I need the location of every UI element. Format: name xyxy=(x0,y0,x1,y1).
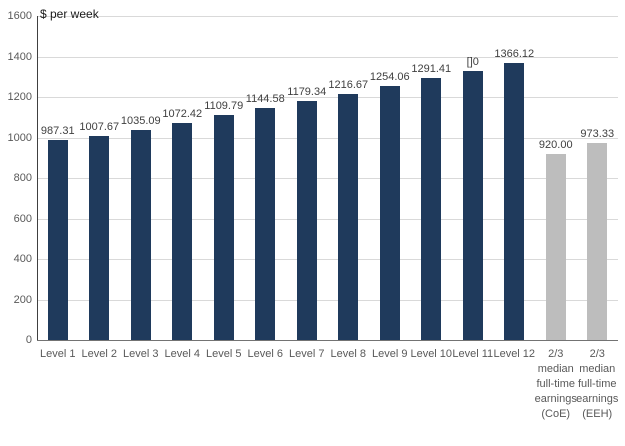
x-axis-label-line: (CoE) xyxy=(541,408,571,420)
bar-value-label: 920.00 xyxy=(538,138,573,151)
bar xyxy=(379,86,400,340)
x-axis-label: Level 12 xyxy=(478,347,550,362)
bar xyxy=(89,135,110,340)
y-axis-tick-label: 1000 xyxy=(7,131,32,144)
bar-value-label: 973.33 xyxy=(580,127,615,140)
x-axis-label-line: Level 10 xyxy=(410,348,453,360)
bar-value-label: []0 xyxy=(466,55,479,68)
gridline xyxy=(37,56,618,58)
x-axis-label-line: (EEH) xyxy=(582,408,613,420)
x-axis-label-line: median xyxy=(579,363,616,375)
bar xyxy=(47,140,68,340)
x-axis-label-line: Level 2 xyxy=(81,348,117,360)
x-axis-label: 2/3 median full-time earnings (CoE) xyxy=(520,347,592,422)
bar xyxy=(504,63,525,340)
bar-value-label: 1366.12 xyxy=(494,48,535,61)
y-axis-tick-label: 200 xyxy=(13,293,32,306)
gridline xyxy=(37,259,618,260)
bar xyxy=(213,115,234,340)
x-axis-label-line: Level 8 xyxy=(330,348,366,360)
x-axis-label-line: 2/3 xyxy=(548,348,564,360)
x-axis-line xyxy=(37,340,618,341)
x-axis-label-line: full-time xyxy=(536,378,575,390)
bar xyxy=(296,101,317,340)
x-axis-label-line: Level 7 xyxy=(289,348,325,360)
x-axis-label: Level 8 xyxy=(312,347,384,362)
x-axis-label: Level 9 xyxy=(354,347,426,362)
x-axis-label: Level 11 xyxy=(437,347,509,362)
x-axis-label-line: 2/3 xyxy=(589,348,605,360)
gridline xyxy=(37,299,618,301)
y-axis-tick-label: 600 xyxy=(13,212,32,225)
y-axis-tick-label: 1600 xyxy=(7,10,32,22)
bar-value-label: 987.31 xyxy=(40,125,75,138)
gridline xyxy=(37,97,618,98)
y-axis-title: $ per week xyxy=(40,7,99,21)
x-axis-label: Level 3 xyxy=(105,347,177,362)
bar xyxy=(587,142,608,340)
bar xyxy=(421,78,442,340)
x-axis-label: Level 7 xyxy=(271,347,343,362)
x-axis-label: 2/3 median full-time earnings (EEH) xyxy=(561,347,625,422)
gridline xyxy=(37,218,618,220)
x-axis-label-line: Level 12 xyxy=(493,348,536,360)
bar xyxy=(545,153,566,340)
y-axis-tick-label: 0 xyxy=(25,334,32,346)
x-axis-label: Level 2 xyxy=(63,347,135,362)
x-axis-label-line: Level 5 xyxy=(206,348,242,360)
x-axis-label: Level 1 xyxy=(22,347,94,362)
bar-value-label: 1035.09 xyxy=(120,115,161,128)
x-axis-label: Level 5 xyxy=(188,347,260,362)
x-axis-label-line: median xyxy=(537,363,574,375)
x-axis-label-line: Level 1 xyxy=(40,348,76,360)
x-axis-label-line: Level 4 xyxy=(164,348,200,360)
gridline xyxy=(37,178,618,179)
y-axis-line xyxy=(37,16,38,340)
x-axis-label-line: Level 9 xyxy=(372,348,408,360)
x-axis-label: Level 10 xyxy=(395,347,467,362)
bar xyxy=(338,93,359,340)
x-axis-label-line: Level 11 xyxy=(452,348,494,360)
y-axis-tick-label: 1400 xyxy=(7,50,32,63)
gridline xyxy=(37,137,618,139)
bar-value-label: 1179.34 xyxy=(287,86,327,99)
bar-value-label: 1291.41 xyxy=(411,63,452,76)
x-axis-label: Level 4 xyxy=(146,347,218,362)
bar xyxy=(172,122,193,340)
gridline xyxy=(37,16,618,17)
x-axis-label-line: Level 3 xyxy=(123,348,159,360)
bar xyxy=(130,130,151,340)
x-axis-label-line: Level 6 xyxy=(247,348,283,360)
y-axis-tick-label: 400 xyxy=(13,253,32,265)
bar-value-label: 1216.67 xyxy=(328,78,369,91)
x-axis-label-line: full-time xyxy=(577,378,617,390)
y-axis-tick-label: 1200 xyxy=(7,91,32,103)
bar-value-label: 1254.06 xyxy=(369,71,410,84)
x-axis-label-line: earnings xyxy=(576,393,619,405)
bar-value-label: 1072.42 xyxy=(162,107,203,120)
y-axis-tick-label: 800 xyxy=(13,172,32,184)
x-axis-label: Level 6 xyxy=(229,347,301,362)
x-axis-label-line: earnings xyxy=(534,393,577,405)
bar-value-label: 1144.58 xyxy=(245,93,285,106)
bar-value-label: 1109.79 xyxy=(204,100,244,113)
bar xyxy=(255,108,276,340)
bar-value-label: 1007.67 xyxy=(79,120,120,133)
bar xyxy=(462,70,483,340)
